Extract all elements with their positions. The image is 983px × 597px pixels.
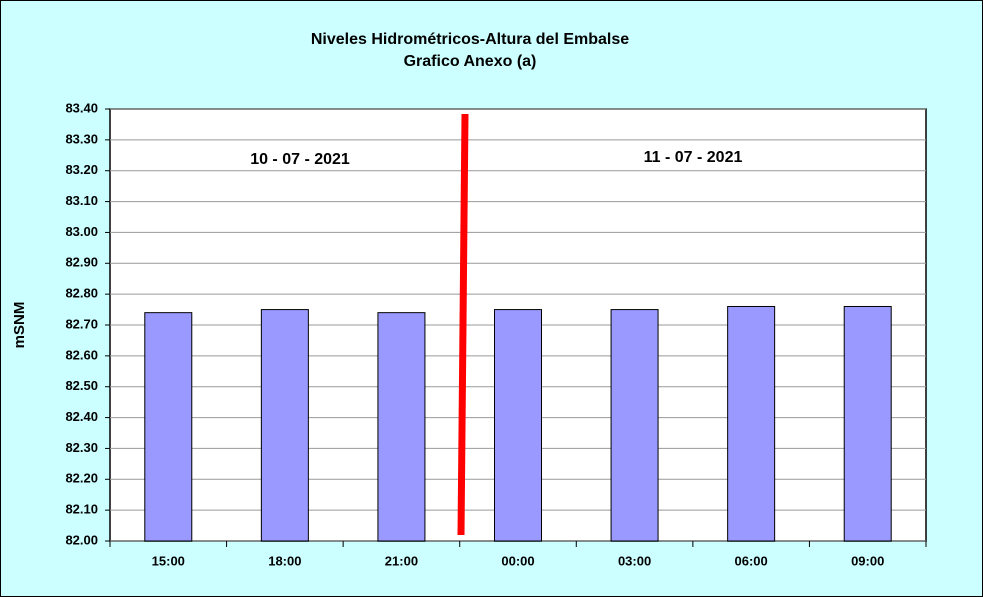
x-tick-label: 15:00 (152, 553, 185, 568)
y-tick-label: 83.30 (65, 131, 98, 146)
bar (727, 305, 776, 542)
y-tick-label: 82.20 (65, 471, 98, 486)
x-tick-label: 00:00 (501, 553, 534, 568)
y-axis-label: mSNM (11, 302, 28, 349)
x-tick-label: 09:00 (851, 553, 884, 568)
y-tick-label: 82.30 (65, 440, 98, 455)
x-tick-label: 03:00 (618, 553, 651, 568)
y-tick-label: 82.40 (65, 409, 98, 424)
bar (494, 309, 542, 542)
x-tick-label: 18:00 (268, 553, 301, 568)
y-tick-label: 82.60 (65, 347, 98, 362)
bar (843, 305, 892, 542)
y-tick-label: 83.10 (65, 193, 98, 208)
y-tick-label: 83.40 (65, 100, 98, 115)
bar (610, 309, 659, 542)
bar (260, 309, 309, 542)
annotation: 10 - 07 - 2021 (250, 151, 350, 168)
y-tick-label: 82.00 (65, 532, 98, 547)
y-tick-label: 83.00 (65, 224, 98, 239)
chart-subtitle: Grafico Anexo (a) (404, 53, 537, 70)
chart-title: Niveles Hidrométricos-Altura del Embalse (311, 31, 629, 48)
y-tick-label: 82.80 (65, 286, 98, 301)
y-tick-label: 82.10 (65, 502, 98, 517)
bar (144, 312, 193, 542)
y-tick-label: 82.70 (65, 316, 98, 331)
y-tick-label: 82.90 (65, 255, 98, 270)
x-tick-label: 21:00 (385, 553, 418, 568)
bar (377, 312, 426, 542)
x-tick-label: 06:00 (735, 553, 768, 568)
day-separator (457, 113, 469, 536)
y-tick-label: 83.20 (65, 162, 98, 177)
y-tick-label: 82.50 (65, 378, 98, 393)
annotation: 11 - 07 - 2021 (644, 149, 743, 166)
